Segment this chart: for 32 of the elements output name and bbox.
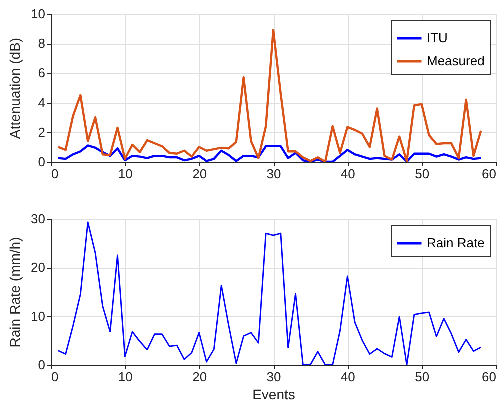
y-tick-label: 0 — [38, 358, 46, 372]
line-series — [57, 29, 482, 162]
y-tick-label: 8 — [38, 36, 46, 52]
y-tick-label: 10 — [31, 6, 46, 22]
x-tick-label: 40 — [340, 166, 356, 182]
x-tick-label: 30 — [266, 166, 282, 182]
x-tick-label: 40 — [340, 370, 356, 384]
y-tick-label: 0 — [38, 154, 46, 170]
x-axis-title: Events — [252, 386, 296, 402]
line-series — [57, 144, 482, 162]
y-tick-label: 20 — [31, 260, 46, 276]
legend-label: Rain Rate — [427, 236, 485, 250]
x-tick-label: 50 — [415, 166, 430, 182]
y-tick-label: 2 — [38, 124, 46, 140]
x-tick-label: 60 — [482, 370, 496, 384]
legend-label: ITU — [427, 30, 448, 46]
y-tick-label: 4 — [38, 95, 46, 110]
x-tick-label: 50 — [415, 370, 430, 384]
x-tick-label: 0 — [52, 370, 59, 384]
y-axis-title: Rain Rate (mm/h) — [7, 237, 24, 348]
y-axis-title: Attenuation (dB) — [7, 38, 24, 140]
x-tick-label: 20 — [192, 166, 208, 182]
y-tick-label: 6 — [38, 66, 46, 81]
x-tick-label: 60 — [482, 166, 496, 182]
x-tick-label: 0 — [52, 166, 59, 182]
x-tick-label: 10 — [118, 370, 133, 384]
x-tick-label: 10 — [118, 166, 133, 182]
legend-label: Measured — [427, 54, 485, 68]
y-tick-label: 10 — [31, 308, 46, 324]
x-tick-label: 20 — [192, 370, 208, 384]
x-tick-label: 30 — [266, 370, 282, 384]
y-tick-label: 30 — [31, 212, 46, 226]
